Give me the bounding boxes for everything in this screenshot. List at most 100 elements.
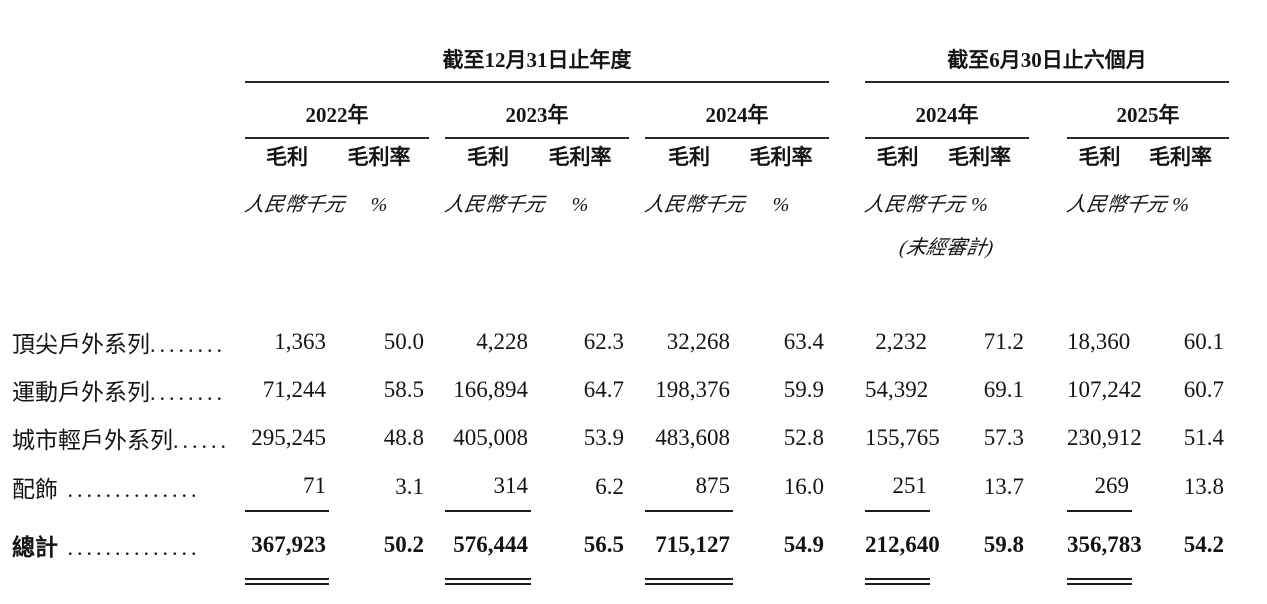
unaudited-note: (未經審計) bbox=[898, 237, 996, 259]
unit-amount: 人民幣千元 bbox=[242, 194, 347, 216]
percent-cell: 60.1 bbox=[1183, 329, 1225, 354]
amount-cell: 230,912 bbox=[1067, 425, 1142, 450]
period-group-annual: 截至12月31日止年度 bbox=[245, 38, 829, 83]
metric-percent: 毛利率 bbox=[1149, 145, 1213, 169]
row-label: 城市輕戶外系列 bbox=[12, 428, 173, 453]
percent-cell: 59.9 bbox=[783, 377, 824, 402]
metric-amount: 毛利 bbox=[876, 145, 919, 169]
total-percent-cell: 54.9 bbox=[783, 532, 824, 557]
percent-cell: 48.8 bbox=[383, 425, 424, 450]
percent-cell: 3.1 bbox=[395, 473, 424, 499]
group-gap bbox=[829, 38, 865, 82]
percent-cell: 60.7 bbox=[1183, 377, 1225, 402]
amount-cell: 18,360 bbox=[1067, 329, 1131, 354]
metric-percent: 毛利率 bbox=[948, 145, 1011, 169]
dot-leader: .............. bbox=[58, 476, 201, 502]
gross-profit-table: 截至12月31日止年度 截至6月30日止六個月 2022年 2023年 2024… bbox=[2, 38, 1230, 584]
total-percent-cell: 56.5 bbox=[583, 532, 624, 557]
metric-percent: 毛利率 bbox=[548, 145, 612, 169]
amount-cell: 483,608 bbox=[655, 425, 730, 450]
dot-leader: ........ bbox=[150, 380, 226, 405]
year-header-row: 2022年 2023年 2024年 2024年 2025年 bbox=[2, 82, 1230, 139]
period-group-header-row: 截至12月31日止年度 截至6月30日止六個月 bbox=[2, 38, 1230, 83]
unit-percent: % bbox=[370, 194, 388, 216]
amount-cell: 295,245 bbox=[251, 425, 326, 450]
row-label: 運動戶外系列 bbox=[12, 380, 150, 405]
metric-amount: 毛利 bbox=[467, 145, 509, 169]
metric-amount: 毛利 bbox=[1078, 145, 1121, 169]
percent-cell: 16.0 bbox=[783, 473, 824, 499]
amount-cell: 405,008 bbox=[453, 425, 528, 450]
percent-cell: 13.7 bbox=[983, 473, 1024, 499]
unit-amount: 人民幣千元 bbox=[642, 194, 747, 216]
percent-cell: 52.8 bbox=[783, 425, 824, 450]
table-row-sports-outdoor: 運動戶外系列........ 71,244 58.5 166,894 64.7 … bbox=[2, 366, 1229, 414]
unit-header-row: 人民幣千元 % 人民幣千元 % 人民幣千元 % 人民幣千元 % 人民幣千元 % bbox=[2, 173, 1229, 220]
unit-percent: % bbox=[1172, 194, 1189, 216]
total-percent-cell: 59.8 bbox=[983, 532, 1024, 557]
percent-cell: 58.5 bbox=[383, 377, 424, 402]
amount-cell: 198,376 bbox=[655, 377, 730, 402]
dot-leader: .............. bbox=[58, 535, 201, 560]
percent-cell: 53.9 bbox=[583, 425, 624, 450]
amount-cell: 1,363 bbox=[274, 329, 326, 354]
total-percent-cell: 54.2 bbox=[1183, 532, 1225, 557]
percent-cell: 13.8 bbox=[1183, 473, 1225, 499]
year-2023: 2023年 bbox=[445, 82, 629, 139]
period-group-interim: 截至6月30日止六個月 bbox=[865, 38, 1230, 83]
table-row-accessories: 配飾 .............. 71 3.1 314 6.2 875 16.… bbox=[2, 462, 1229, 512]
percent-cell: 51.4 bbox=[1183, 425, 1225, 450]
year-2022: 2022年 bbox=[245, 82, 429, 139]
row-label: 配飾 bbox=[12, 476, 58, 502]
row-label: 頂尖戶外系列 bbox=[12, 332, 150, 357]
total-amount-cell: 715,127 bbox=[645, 511, 733, 584]
total-amount-cell: 576,444 bbox=[445, 511, 531, 584]
amount-cell: 314 bbox=[445, 462, 531, 512]
unit-percent: % bbox=[971, 194, 988, 216]
amount-cell: 875 bbox=[645, 462, 733, 512]
percent-cell: 64.7 bbox=[583, 377, 624, 402]
amount-cell: 71,244 bbox=[262, 377, 326, 402]
amount-cell: 32,268 bbox=[666, 329, 730, 354]
amount-cell: 54,392 bbox=[865, 377, 929, 402]
metric-amount: 毛利 bbox=[668, 145, 710, 169]
amount-cell: 269 bbox=[1067, 462, 1132, 512]
year-2025-interim: 2025年 bbox=[1067, 82, 1230, 139]
unit-amount: 人民幣千元 bbox=[1064, 194, 1169, 216]
dot-leader: ...... bbox=[173, 428, 230, 453]
amount-cell: 166,894 bbox=[453, 377, 528, 402]
total-percent-cell: 50.2 bbox=[383, 532, 424, 557]
metric-percent: 毛利率 bbox=[347, 145, 411, 169]
unit-percent: % bbox=[772, 194, 790, 216]
percent-cell: 63.4 bbox=[783, 329, 824, 354]
table-row-total: 總計 .............. 367,923 50.2 576,444 5… bbox=[2, 511, 1229, 584]
total-amount-cell: 367,923 bbox=[245, 511, 329, 584]
unit-amount: 人民幣千元 bbox=[442, 194, 547, 216]
year-2024: 2024年 bbox=[645, 82, 829, 139]
metric-amount: 毛利 bbox=[266, 145, 308, 169]
amount-cell: 2,232 bbox=[875, 329, 927, 354]
year-2024-interim: 2024年 bbox=[865, 82, 1029, 139]
total-amount-cell: 356,783 bbox=[1067, 511, 1142, 584]
total-amount-cell: 212,640 bbox=[865, 511, 940, 584]
percent-cell: 6.2 bbox=[595, 473, 624, 499]
amount-cell: 4,228 bbox=[476, 329, 528, 354]
total-label: 總計 bbox=[12, 535, 58, 560]
spacer-row bbox=[2, 262, 1229, 318]
table-row-urban-light-outdoor: 城市輕戶外系列...... 295,245 48.8 405,008 53.9 … bbox=[2, 414, 1229, 462]
dot-leader: ........ bbox=[150, 332, 226, 357]
table-row-premium-outdoor: 頂尖戶外系列........ 1,363 50.0 4,228 62.3 32,… bbox=[2, 318, 1229, 366]
percent-cell: 71.2 bbox=[983, 329, 1024, 354]
amount-cell: 251 bbox=[865, 462, 930, 512]
amount-cell: 107,242 bbox=[1067, 377, 1142, 402]
unit-percent: % bbox=[571, 194, 589, 216]
amount-cell: 71 bbox=[245, 462, 329, 512]
unaudited-note-row: (未經審計) bbox=[2, 220, 1229, 262]
amount-cell: 155,765 bbox=[865, 425, 940, 450]
percent-cell: 50.0 bbox=[383, 329, 424, 354]
percent-cell: 62.3 bbox=[583, 329, 624, 354]
metric-header-row: 毛利 毛利率 毛利 毛利率 毛利 毛利率 毛利 毛利率 毛利 毛利率 bbox=[2, 138, 1229, 173]
corner-blank bbox=[2, 38, 245, 82]
unit-amount: 人民幣千元 bbox=[862, 194, 967, 216]
percent-cell: 57.3 bbox=[983, 425, 1024, 450]
